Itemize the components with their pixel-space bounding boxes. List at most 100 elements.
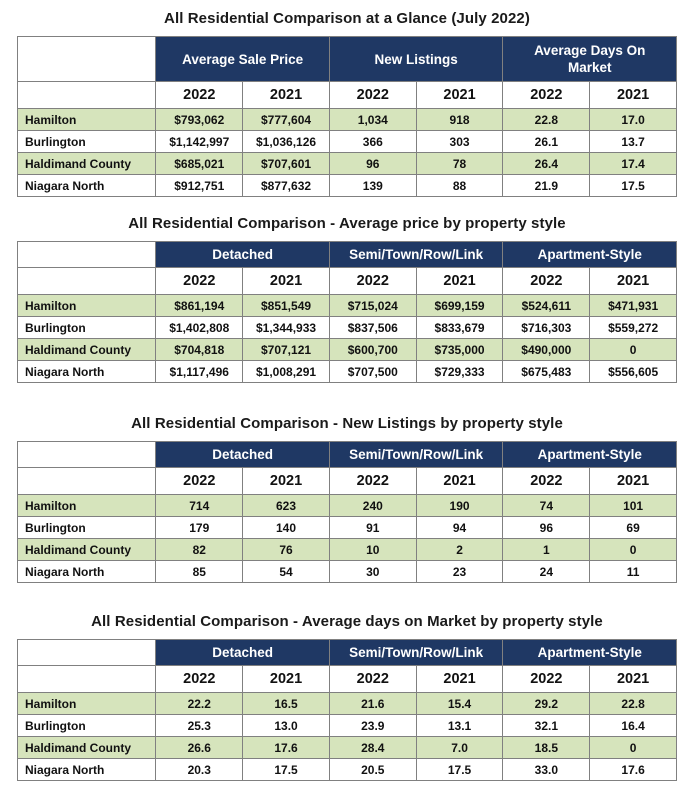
value-cell: $1,344,933 [242,316,330,339]
value-cell: 139 [328,174,417,197]
group-header: Detached [155,241,330,268]
row-label: Hamilton [16,294,157,317]
value-cell: 10 [328,538,417,561]
value-cell: 18.5 [502,736,591,759]
group-header-row: Detached Semi/Town/Row/Link Apartment-Styl… [16,241,677,268]
value-cell: 20.5 [328,758,417,781]
group-header: Detached [155,441,330,468]
value-cell: 17.6 [242,736,330,759]
value-cell: 366 [328,130,417,153]
year-header: 2021 [589,665,677,693]
value-cell: 32.1 [502,714,591,737]
year-header: 2022 [328,665,417,693]
row-label: Haldimand County [16,538,157,561]
table-section-1: All Residential Comparison - Average pri… [16,215,677,383]
value-cell: $524,611 [502,294,591,317]
value-cell: $1,036,126 [242,130,330,153]
value-cell: 26.6 [155,736,244,759]
value-cell: 76 [242,538,330,561]
table-title: All Residential Comparison - Average pri… [128,215,566,232]
value-cell: 26.1 [502,130,591,153]
row-label: Niagara North [16,560,157,583]
value-cell: $707,121 [242,338,330,361]
table-section-2: All Residential Comparison - New Listing… [16,415,677,583]
value-cell: 17.5 [242,758,330,781]
value-cell: 0 [589,338,677,361]
value-cell: $704,818 [155,338,244,361]
year-header: 2021 [242,665,330,693]
value-cell: $685,021 [155,152,244,175]
value-cell: 140 [242,516,330,539]
year-header: 2022 [155,267,244,295]
value-cell: 240 [328,494,417,517]
corner-cell [16,241,157,268]
year-header: 2022 [328,467,417,495]
value-cell: 91 [328,516,417,539]
year-header: 2022 [155,467,244,495]
value-cell: 2 [415,538,504,561]
group-header: Apartment-Style [502,241,677,268]
value-cell: 96 [502,516,591,539]
value-cell: $600,700 [328,338,417,361]
value-cell: $707,500 [328,360,417,383]
value-cell: $861,194 [155,294,244,317]
value-cell: 78 [415,152,504,175]
value-cell: $777,604 [242,108,330,131]
value-cell: 17.5 [415,758,504,781]
value-cell: $490,000 [502,338,591,361]
value-cell: 101 [589,494,677,517]
value-cell: $715,024 [328,294,417,317]
table-row: Burlington 25.3 13.0 23.9 13.1 32.1 16.4 [16,714,677,737]
value-cell: 69 [589,516,677,539]
year-header: 2021 [242,81,330,109]
value-cell: $729,333 [415,360,504,383]
value-cell: 15.4 [415,692,504,715]
table-row: Hamilton $793,062 $777,604 1,034 918 22.8 17.0 [16,108,677,131]
row-label: Burlington [16,316,157,339]
value-cell: 0 [589,736,677,759]
year-header: 2022 [155,665,244,693]
value-cell: 179 [155,516,244,539]
value-cell: 33.0 [502,758,591,781]
year-header: 2021 [415,665,504,693]
row-label: Burlington [16,130,157,153]
row-label: Hamilton [16,108,157,131]
value-cell: 74 [502,494,591,517]
year-header: 2021 [589,467,677,495]
data-table: Detached Semi/Town/Row/Link Apartment-Styl… [16,639,677,781]
value-cell: 13.7 [589,130,677,153]
data-table: Average Sale Price New Listings Average Da… [16,36,677,197]
value-cell: $833,679 [415,316,504,339]
value-cell: 7.0 [415,736,504,759]
value-cell: 96 [328,152,417,175]
table-row: Hamilton 714 623 240 190 74 101 [16,494,677,517]
table-row: Niagara North $912,751 $877,632 139 88 21.9 17… [16,174,677,197]
year-header: 2021 [415,267,504,295]
group-header: Semi/Town/Row/Link [328,639,504,666]
year-header-row: 2022 2021 2022 2021 2022 2021 [16,665,677,693]
row-label: Hamilton [16,494,157,517]
table-row: Niagara North $1,117,496 $1,008,291 $707,50… [16,360,677,383]
year-header: 2022 [328,267,417,295]
group-header: Apartment-Style [502,639,677,666]
value-cell: 26.4 [502,152,591,175]
value-cell: 21.9 [502,174,591,197]
row-label: Burlington [16,714,157,737]
corner-cell [16,441,157,468]
table-section-3: All Residential Comparison - Average day… [16,613,677,781]
year-header: 2021 [242,467,330,495]
value-cell: $877,632 [242,174,330,197]
table-row: Burlington $1,402,808 $1,344,933 $837,506 $8… [16,316,677,339]
row-label: Haldimand County [16,338,157,361]
value-cell: 85 [155,560,244,583]
row-label: Haldimand County [16,736,157,759]
value-cell: 88 [415,174,504,197]
value-cell: $559,272 [589,316,677,339]
value-cell: $1,142,997 [155,130,244,153]
table-section-0: All Residential Comparison at a Glance (… [16,10,677,197]
year-header: 2022 [502,81,591,109]
table-row: Haldimand County $704,818 $707,121 $600,700… [16,338,677,361]
value-cell: 17.0 [589,108,677,131]
value-cell: $1,402,808 [155,316,244,339]
value-cell: 54 [242,560,330,583]
